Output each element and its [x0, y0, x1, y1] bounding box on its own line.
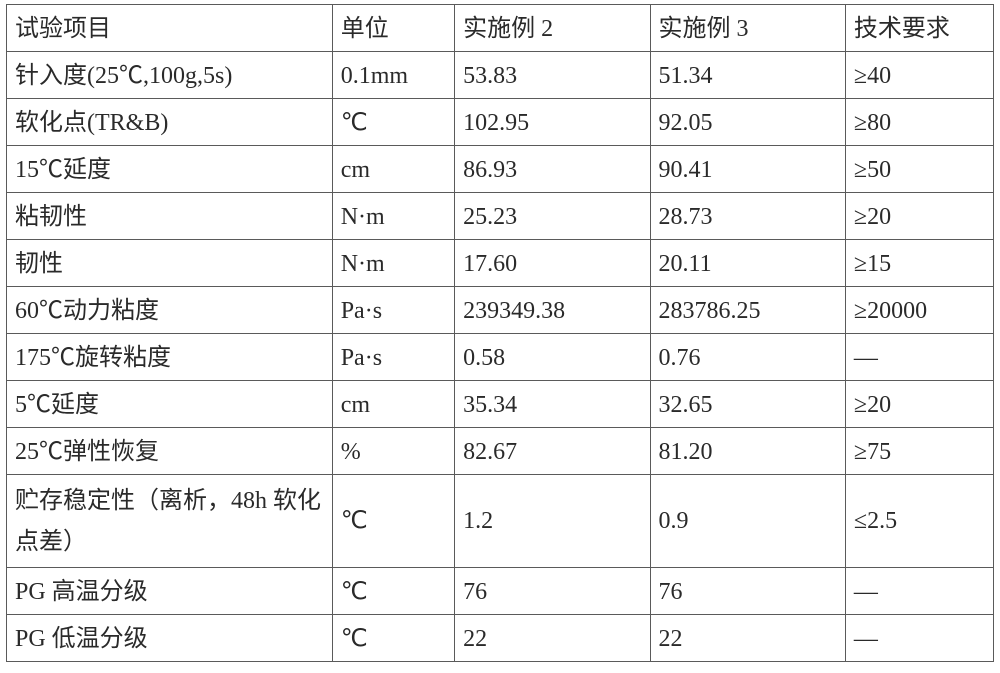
cell-ex2: 1.2 [455, 475, 650, 568]
cell-item: 175℃旋转粘度 [7, 334, 333, 381]
table-row: 贮存稳定性（离析，48h 软化点差）℃1.20.9≤2.5 [7, 475, 994, 568]
table-row: 针入度(25℃,100g,5s)0.1mm53.8351.34≥40 [7, 52, 994, 99]
cell-req: ≤2.5 [845, 475, 993, 568]
cell-ex3: 90.41 [650, 146, 845, 193]
cell-req: ≥80 [845, 99, 993, 146]
col-header-req: 技术要求 [845, 5, 993, 52]
table-row: 粘韧性N·m25.2328.73≥20 [7, 193, 994, 240]
cell-req: ≥50 [845, 146, 993, 193]
cell-ex2: 82.67 [455, 428, 650, 475]
col-header-unit: 单位 [332, 5, 454, 52]
table-row: 软化点(TR&B)℃102.9592.05≥80 [7, 99, 994, 146]
cell-ex3: 51.34 [650, 52, 845, 99]
cell-item: PG 高温分级 [7, 567, 333, 614]
cell-req: ≥15 [845, 240, 993, 287]
cell-item: 5℃延度 [7, 381, 333, 428]
cell-unit: ℃ [332, 475, 454, 568]
col-header-ex3: 实施例 3 [650, 5, 845, 52]
cell-ex2: 86.93 [455, 146, 650, 193]
cell-ex2: 35.34 [455, 381, 650, 428]
cell-ex3: 81.20 [650, 428, 845, 475]
cell-item: 15℃延度 [7, 146, 333, 193]
cell-unit: ℃ [332, 567, 454, 614]
table-row: PG 高温分级℃7676— [7, 567, 994, 614]
cell-unit: N·m [332, 240, 454, 287]
col-header-ex2: 实施例 2 [455, 5, 650, 52]
cell-req: ≥20 [845, 381, 993, 428]
cell-ex3: 22 [650, 614, 845, 661]
cell-req: ≥20000 [845, 287, 993, 334]
cell-ex2: 102.95 [455, 99, 650, 146]
page-wrap: 试验项目 单位 实施例 2 实施例 3 技术要求 针入度(25℃,100g,5s… [0, 0, 1000, 673]
cell-unit: 0.1mm [332, 52, 454, 99]
cell-ex3: 0.9 [650, 475, 845, 568]
cell-ex2: 0.58 [455, 334, 650, 381]
table-header-row: 试验项目 单位 实施例 2 实施例 3 技术要求 [7, 5, 994, 52]
data-table: 试验项目 单位 实施例 2 实施例 3 技术要求 针入度(25℃,100g,5s… [6, 4, 994, 662]
cell-unit: cm [332, 146, 454, 193]
cell-unit: Pa·s [332, 334, 454, 381]
cell-ex2: 22 [455, 614, 650, 661]
cell-ex3: 20.11 [650, 240, 845, 287]
table-row: 60℃动力粘度Pa·s239349.38283786.25≥20000 [7, 287, 994, 334]
col-header-item: 试验项目 [7, 5, 333, 52]
cell-ex2: 76 [455, 567, 650, 614]
cell-item: 粘韧性 [7, 193, 333, 240]
cell-item: 60℃动力粘度 [7, 287, 333, 334]
cell-ex3: 76 [650, 567, 845, 614]
table-row: PG 低温分级℃2222— [7, 614, 994, 661]
cell-unit: N·m [332, 193, 454, 240]
cell-ex2: 25.23 [455, 193, 650, 240]
cell-ex2: 17.60 [455, 240, 650, 287]
cell-item: PG 低温分级 [7, 614, 333, 661]
cell-ex2: 239349.38 [455, 287, 650, 334]
cell-unit: cm [332, 381, 454, 428]
table-row: 15℃延度cm86.9390.41≥50 [7, 146, 994, 193]
table-row: 175℃旋转粘度Pa·s0.580.76— [7, 334, 994, 381]
cell-ex3: 32.65 [650, 381, 845, 428]
cell-req: ≥20 [845, 193, 993, 240]
table-row: 韧性N·m17.6020.11≥15 [7, 240, 994, 287]
table-body: 试验项目 单位 实施例 2 实施例 3 技术要求 针入度(25℃,100g,5s… [7, 5, 994, 662]
cell-ex3: 0.76 [650, 334, 845, 381]
table-row: 5℃延度cm35.3432.65≥20 [7, 381, 994, 428]
cell-ex3: 92.05 [650, 99, 845, 146]
cell-req: — [845, 614, 993, 661]
cell-unit: ℃ [332, 614, 454, 661]
cell-req: ≥75 [845, 428, 993, 475]
cell-unit: % [332, 428, 454, 475]
cell-item: 针入度(25℃,100g,5s) [7, 52, 333, 99]
cell-item: 韧性 [7, 240, 333, 287]
cell-unit: ℃ [332, 99, 454, 146]
cell-item: 25℃弹性恢复 [7, 428, 333, 475]
cell-ex3: 283786.25 [650, 287, 845, 334]
table-row: 25℃弹性恢复%82.6781.20≥75 [7, 428, 994, 475]
cell-req: ≥40 [845, 52, 993, 99]
cell-req: — [845, 567, 993, 614]
cell-ex3: 28.73 [650, 193, 845, 240]
cell-req: — [845, 334, 993, 381]
cell-ex2: 53.83 [455, 52, 650, 99]
cell-item: 软化点(TR&B) [7, 99, 333, 146]
cell-unit: Pa·s [332, 287, 454, 334]
cell-item: 贮存稳定性（离析，48h 软化点差） [7, 475, 333, 568]
